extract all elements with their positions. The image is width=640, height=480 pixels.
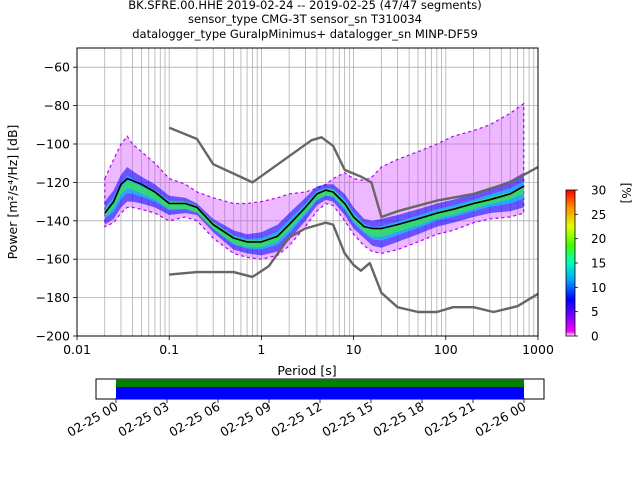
timeline-tick-label: 02-25 09 — [217, 399, 273, 440]
timeline-tick-label: 02-25 12 — [268, 399, 324, 440]
axis-ticks: 0.01 0.1 1 10 100 1000 −200 −180 −160 −140 −120 −10… — [36, 60, 554, 357]
timeline-tick-label: 02-26 00 — [472, 399, 528, 440]
model-lines — [104, 126, 538, 314]
colorbar-tick-label: 0 — [591, 330, 599, 344]
x-tick-label: 1 — [257, 342, 265, 357]
noise-model-low-line — [169, 221, 538, 314]
x-axis-label: Period [s] — [277, 363, 336, 378]
timeline-bar-green — [116, 379, 524, 387]
colorbar-label: [%] — [619, 183, 633, 204]
x-tick-label: 1000 — [522, 342, 554, 357]
x-tick-label: 0.01 — [63, 342, 91, 357]
psd-outer-edge — [104, 102, 525, 260]
colorbar-tick-label: 15 — [591, 257, 606, 271]
colorbar-tick-label: 25 — [591, 208, 606, 222]
y-tick-label: −100 — [36, 137, 70, 152]
colorbar-tick-label: 20 — [591, 232, 606, 246]
psd-density — [104, 102, 525, 260]
timeline-tick-label: 02-25 15 — [319, 399, 375, 440]
x-tick-label: 0.1 — [159, 342, 179, 357]
y-tick-label: −60 — [44, 60, 70, 75]
mean-line — [104, 177, 525, 243]
colorbar-tick-label: 10 — [591, 281, 606, 295]
psd-inner-band — [104, 180, 524, 248]
y-tick-label: −160 — [36, 252, 70, 267]
y-tick-label: −80 — [44, 98, 70, 113]
x-tick-label: 10 — [346, 342, 362, 357]
timeline-bar-blue — [116, 387, 524, 399]
y-tick-label: −200 — [36, 329, 70, 344]
x-tick-label: 100 — [434, 342, 458, 357]
noise-model-high-line — [168, 126, 538, 219]
chart-title-line-1: BK.SFRE.00.HHE 2019-02-24 -- 2019-02-25 … — [128, 0, 482, 12]
y-axis-label: Power [m²/s⁴/Hz] [dB] — [5, 125, 20, 260]
colorbar-tick-label: 5 — [591, 305, 599, 319]
timeline-tick-label: 02-25 21 — [421, 399, 477, 440]
y-tick-label: −120 — [36, 175, 70, 190]
timeline-tick-label: 02-25 06 — [166, 399, 222, 440]
colorbar-ticks: 0 5 10 15 20 25 30 — [575, 184, 606, 344]
colorbar — [565, 189, 576, 337]
timeline-tick-label: 02-25 03 — [115, 399, 171, 440]
psd-core-band — [104, 167, 524, 256]
timeline-tick-label: 02-25 18 — [370, 399, 426, 440]
chart-title-line-2: sensor_type CMG-3T sensor_sn T310034 — [188, 12, 422, 26]
plot-frame — [76, 47, 539, 337]
chart-title-line-3: datalogger_type GuralpMinimus+ datalogge… — [132, 27, 478, 41]
colorbar-tick-label: 30 — [591, 184, 606, 198]
psd-outer-band — [104, 103, 524, 260]
timeline-tick-label: 02-25 00 — [64, 399, 120, 440]
y-tick-label: −140 — [36, 213, 70, 228]
y-tick-label: −180 — [36, 290, 70, 305]
